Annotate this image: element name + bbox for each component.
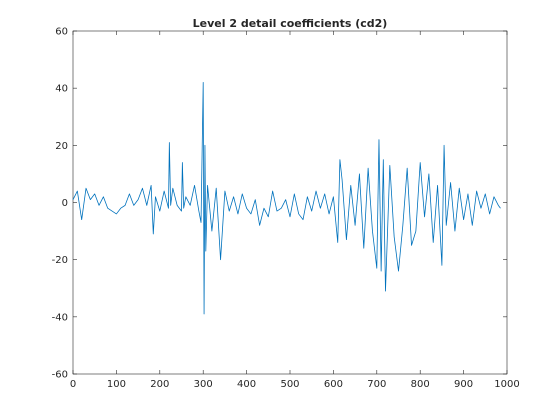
x-tick-label: 900 bbox=[454, 379, 473, 390]
y-tick-label: -20 bbox=[52, 255, 68, 266]
x-tick-label: 400 bbox=[237, 379, 256, 390]
y-axis: -60 -40 -20 0 20 40 60 bbox=[52, 27, 507, 381]
x-tick-label: 700 bbox=[367, 379, 386, 390]
x-axis: 0 100 200 300 400 500 600 700 800 900 1000 bbox=[70, 31, 520, 390]
x-tick-label: 600 bbox=[324, 379, 343, 390]
x-tick-label: 800 bbox=[411, 379, 430, 390]
series-line-0 bbox=[72, 82, 501, 315]
chart-title: Level 2 detail coefficients (cd2) bbox=[193, 17, 388, 30]
plot-area bbox=[72, 30, 508, 375]
y-tick-label: -40 bbox=[52, 312, 68, 323]
x-tick-label: 200 bbox=[150, 379, 169, 390]
x-tick-label: 300 bbox=[194, 379, 213, 390]
y-tick-label: 20 bbox=[55, 141, 68, 152]
x-tick-label: 1000 bbox=[494, 379, 519, 390]
y-tick-label: 60 bbox=[55, 27, 68, 38]
x-tick-label: 0 bbox=[70, 379, 76, 390]
x-tick-label: 500 bbox=[280, 379, 299, 390]
series-layer bbox=[72, 82, 501, 315]
y-tick-label: 40 bbox=[55, 84, 68, 95]
x-tick-label: 100 bbox=[107, 379, 126, 390]
y-tick-label: 0 bbox=[62, 198, 68, 209]
y-tick-label: -60 bbox=[52, 370, 68, 381]
